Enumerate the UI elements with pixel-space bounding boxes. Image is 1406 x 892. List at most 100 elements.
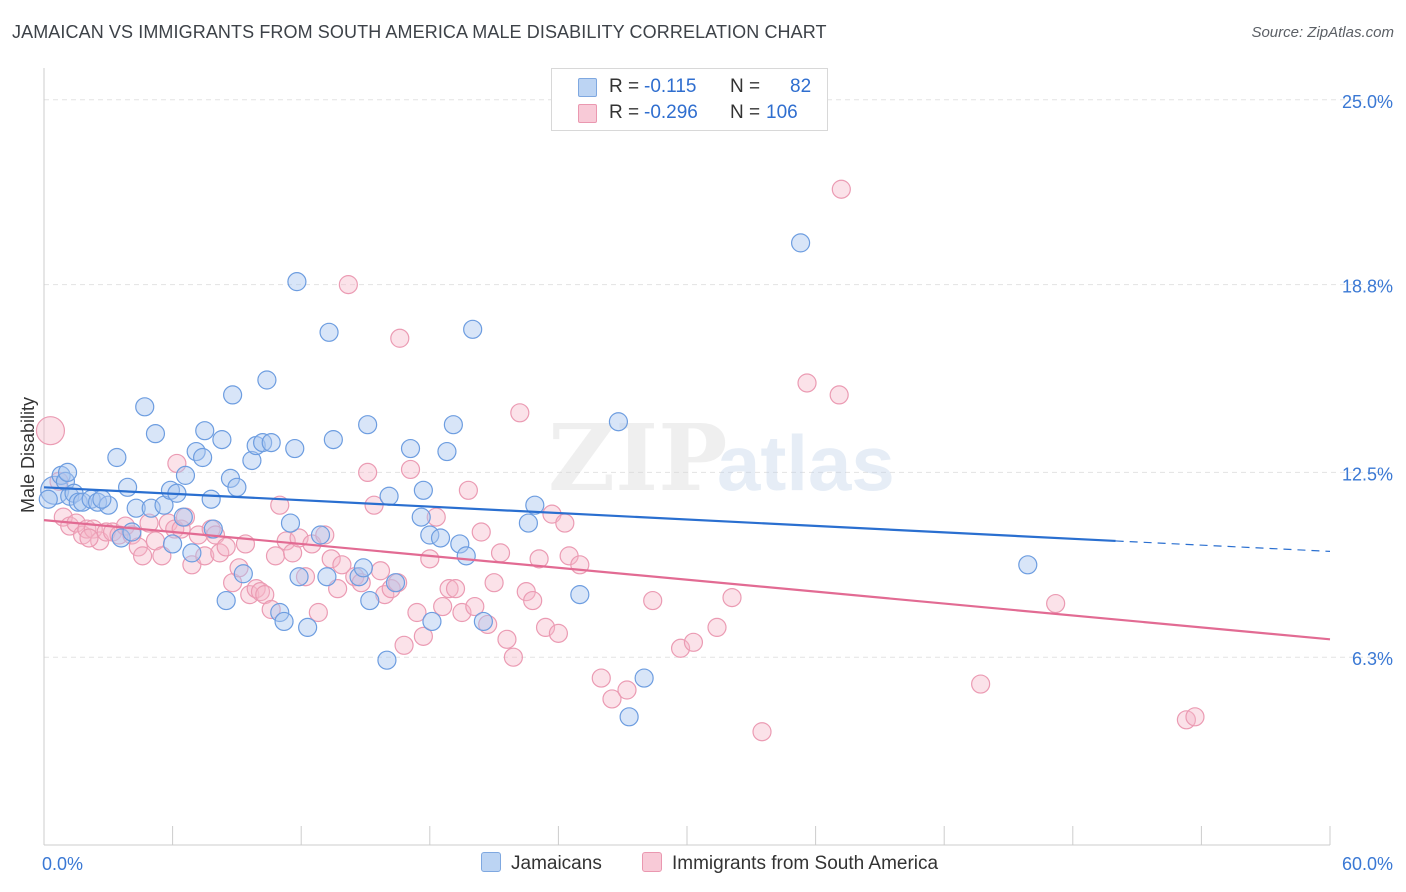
legend-n-value: 106: [766, 102, 798, 123]
jamaican-point: [270, 602, 290, 623]
immigrant-point: [328, 579, 348, 599]
immigrant-point: [35, 416, 66, 446]
jamaican-point: [319, 322, 339, 342]
jamaican-point: [223, 385, 243, 405]
jamaican-point: [38, 489, 58, 509]
immigrant-point: [370, 561, 391, 581]
immigrant-point: [270, 495, 290, 515]
tick-labels: 6.3% 12.5% 18.8% 25.0% 0.0% 60.0%: [42, 92, 1393, 874]
jamaican-point: [233, 564, 253, 584]
jamaican-point: [413, 480, 433, 500]
immigrant-point: [484, 573, 504, 593]
jamaican-point: [518, 513, 538, 533]
trend-lines: [43, 486, 1331, 641]
jamaican-point: [289, 567, 309, 587]
immigrant-point: [390, 328, 410, 348]
legend-swatch-jamaicans: [578, 78, 597, 97]
immigrant-point: [831, 179, 851, 199]
jamaican-point: [323, 430, 343, 450]
immigrant-point: [321, 549, 341, 569]
legend-item-immigrants[interactable]: Immigrants from South America: [642, 852, 938, 875]
immigrant-point: [503, 647, 523, 667]
immigrant-point: [132, 546, 153, 566]
jamaican-point: [280, 513, 301, 533]
jamaican-point: [287, 272, 307, 292]
immigrant-point: [497, 629, 517, 649]
legend-row-jamaicans: R = -0.115 N = 82: [552, 75, 827, 101]
jamaican-point: [107, 447, 127, 468]
legend-item-jamaicans[interactable]: Jamaicans: [481, 852, 602, 875]
source-label: Source: ZipAtlas.com: [1251, 24, 1394, 41]
jamaican-point: [430, 528, 451, 548]
immigrant-point: [490, 543, 511, 563]
immigrant-point: [407, 602, 427, 623]
jamaican-point: [285, 438, 305, 459]
watermark-atlas: atlas: [717, 419, 895, 507]
jamaican-point: [456, 546, 476, 566]
jamaican-point: [634, 668, 654, 688]
jamaican-point: [57, 462, 78, 483]
legend-swatch-immigrants: [642, 852, 662, 872]
immigrant-point: [523, 590, 543, 611]
jamaican-point: [212, 430, 232, 450]
jamaican-point: [358, 415, 378, 435]
legend-r-value: -0.296: [644, 102, 698, 123]
jamaicans-trend-extension: [1115, 540, 1331, 552]
jamaican-point: [242, 450, 262, 471]
jamaican-point: [473, 611, 493, 632]
jamaican-point: [385, 573, 406, 593]
y-tick-label: 18.8%: [1342, 277, 1393, 297]
jamaican-point: [437, 441, 457, 462]
jamaicans-trend-line: [43, 486, 1116, 543]
jamaican-point: [182, 543, 202, 563]
legend-label-immigrants: Immigrants from South America: [672, 853, 939, 874]
immigrant-point: [683, 632, 704, 652]
legend-n-label: N =: [730, 102, 761, 123]
jamaican-point: [163, 534, 183, 554]
jamaican-point: [360, 590, 380, 611]
jamaican-point: [216, 590, 236, 611]
jamaican-point: [317, 567, 337, 587]
immigrant-point: [471, 522, 491, 542]
immigrant-point: [332, 555, 352, 575]
jamaican-point: [298, 617, 318, 638]
jamaican-point: [450, 534, 470, 554]
jamaican-point: [195, 421, 215, 441]
legend-swatch-immigrants: [578, 104, 597, 123]
jamaican-point: [261, 432, 281, 453]
correlation-legend: R = -0.115 N = 82 R = -0.296 N = 106: [551, 68, 828, 131]
jamaican-point: [443, 415, 463, 435]
jamaican-point: [135, 397, 155, 417]
immigrant-point: [426, 507, 446, 527]
immigrant-point: [445, 579, 466, 599]
immigrant-point: [510, 403, 530, 423]
jamaican-point: [377, 650, 397, 670]
x-tick-label: 60.0%: [1342, 854, 1393, 874]
jamaican-point: [173, 507, 193, 527]
jamaican-point: [193, 447, 213, 468]
jamaican-point: [203, 519, 223, 539]
immigrant-point: [400, 459, 421, 480]
y-axis-label: Male Disability: [18, 397, 38, 513]
legend-n-label: N =: [730, 76, 761, 97]
watermark: ZIP atlas: [548, 404, 895, 512]
immigrant-point: [394, 635, 414, 655]
jamaican-point: [92, 489, 112, 509]
jamaican-point: [790, 233, 811, 253]
immigrant-point: [829, 385, 849, 405]
immigrant-point: [439, 579, 459, 599]
immigrant-point: [797, 373, 817, 393]
immigrants-trend-line: [43, 519, 1331, 641]
jamaican-point: [145, 424, 166, 444]
legend-r-label: R =: [609, 76, 640, 97]
jamaican-point: [126, 498, 146, 518]
immigrant-point: [752, 722, 772, 742]
jamaican-point: [122, 522, 142, 542]
jamaican-point: [175, 465, 196, 485]
jamaican-point: [227, 477, 247, 497]
jamaican-point: [420, 525, 440, 545]
immigrant-point: [338, 275, 358, 295]
immigrant-point: [458, 480, 478, 500]
legend-label-jamaicans: Jamaicans: [511, 853, 602, 874]
